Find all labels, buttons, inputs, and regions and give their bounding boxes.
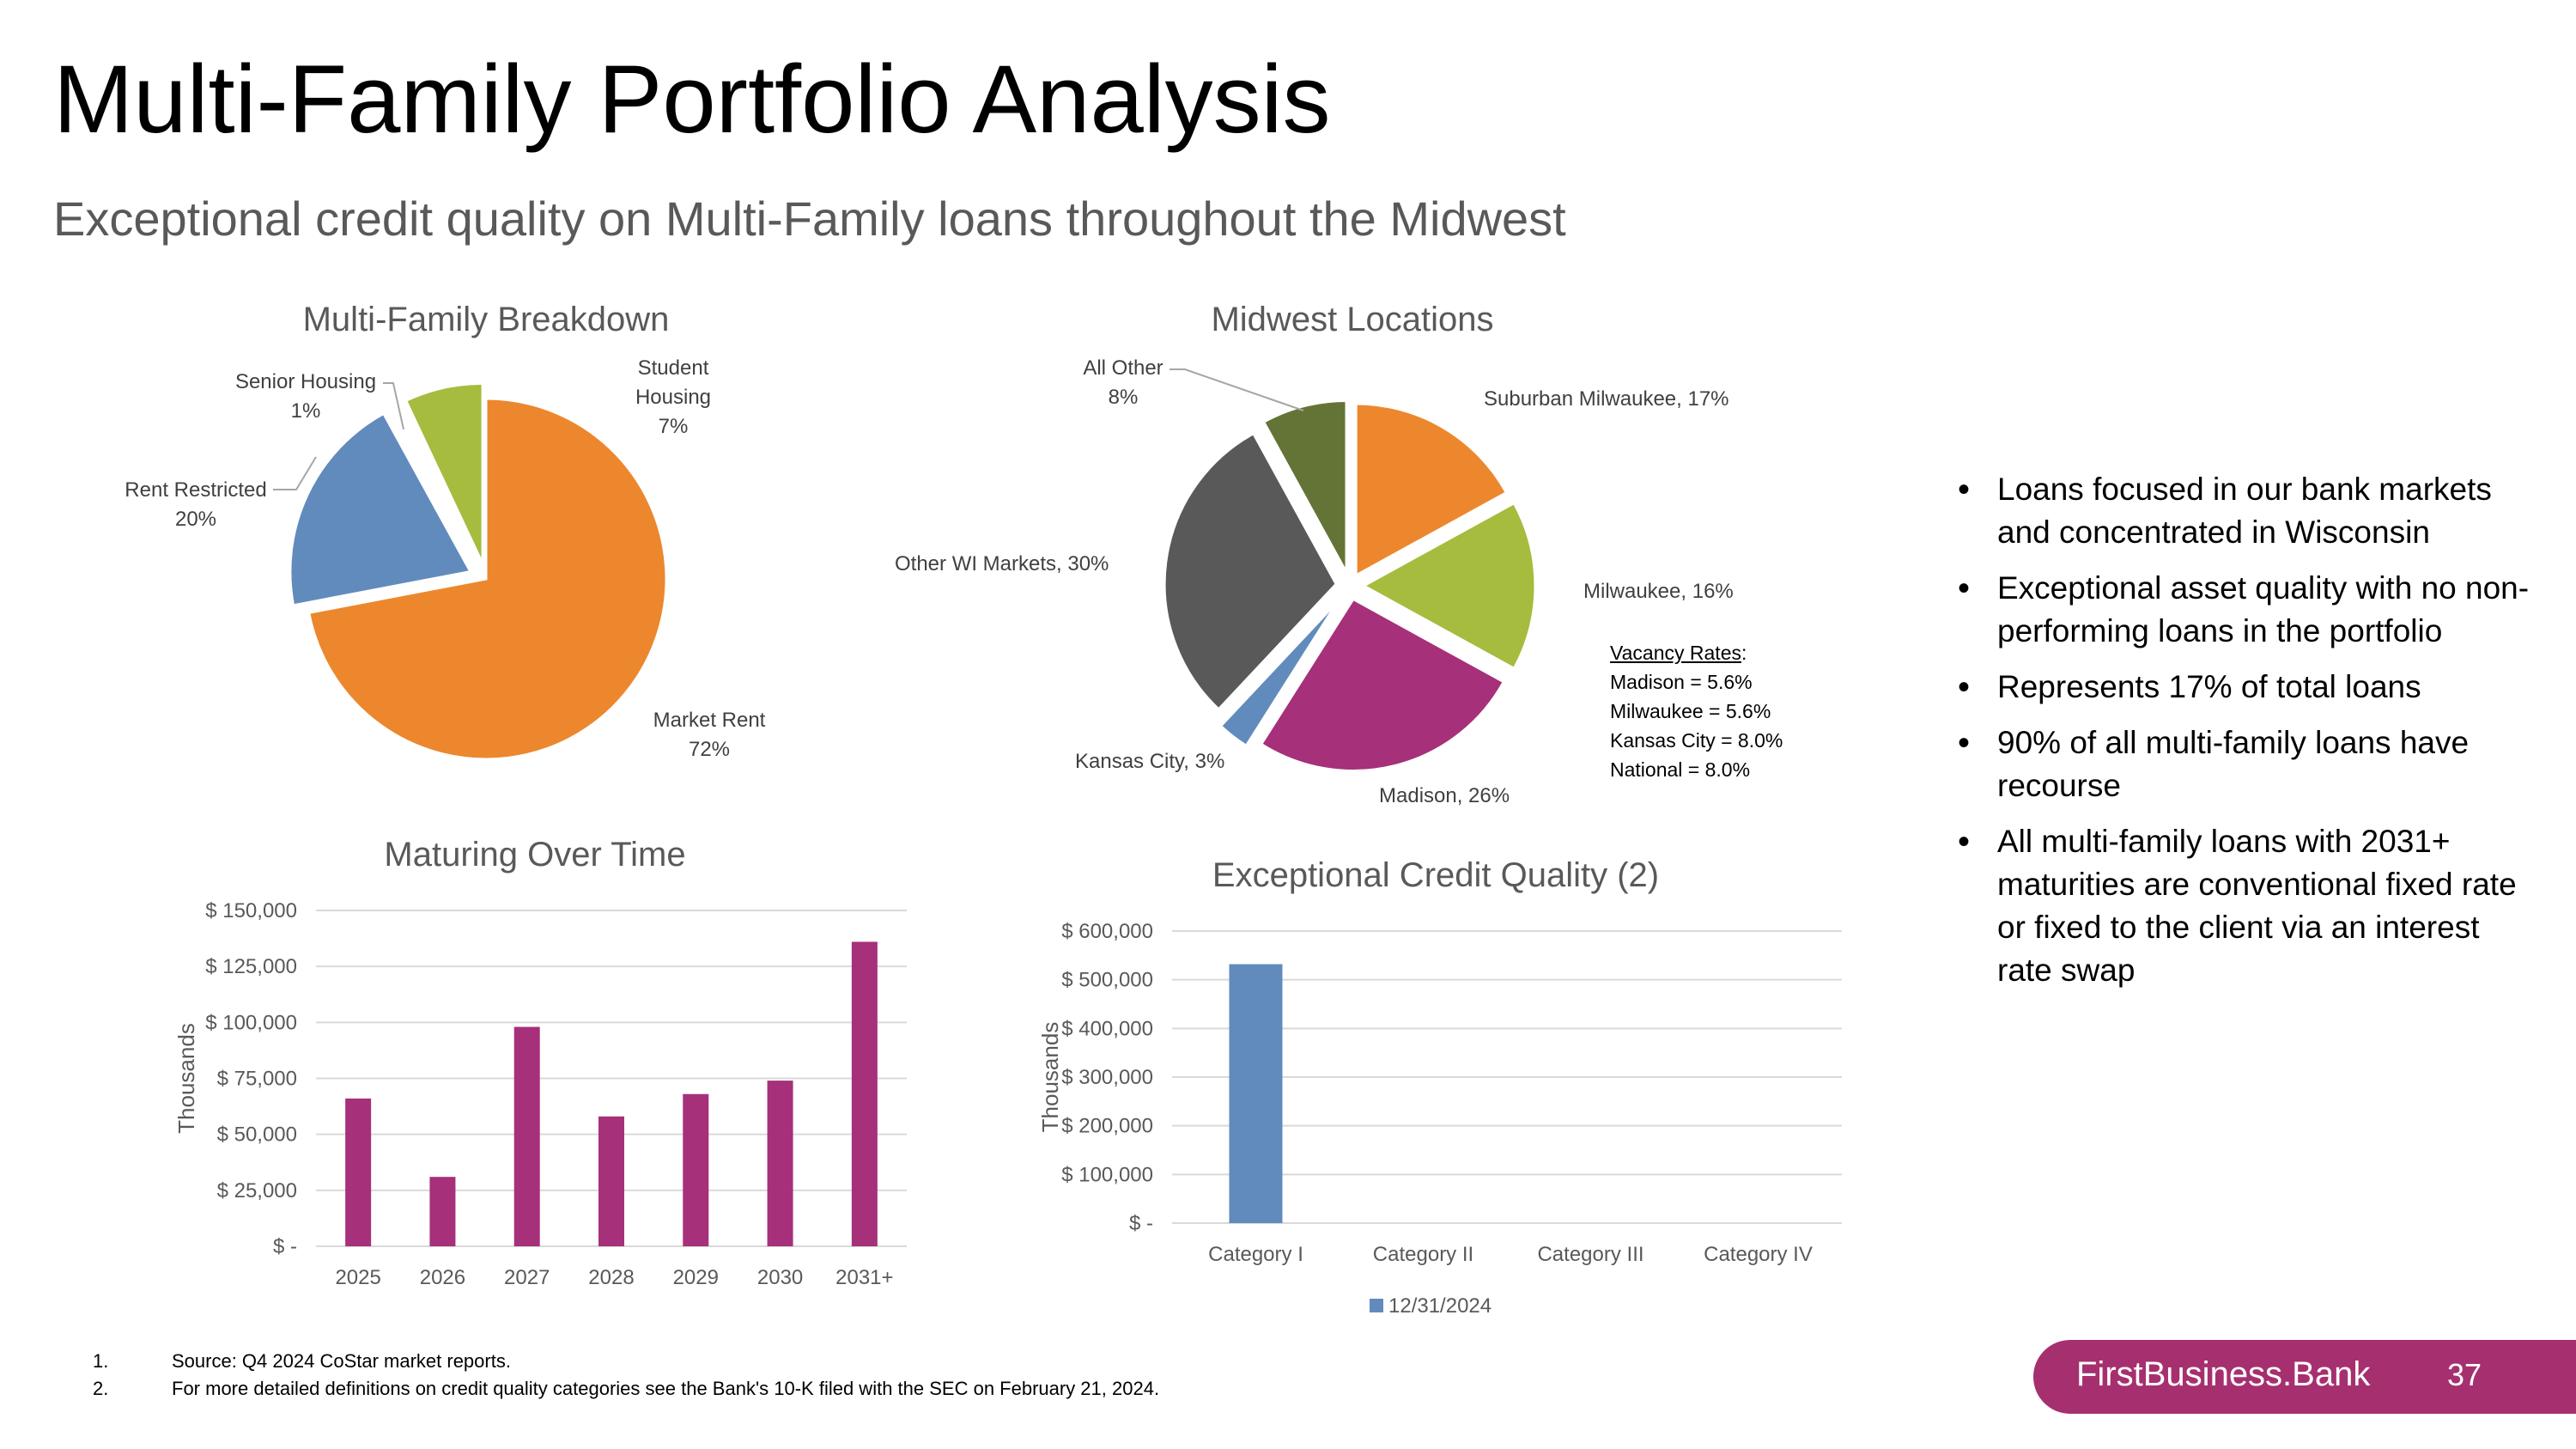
maturing-xtick-label: 2029 xyxy=(673,1266,719,1289)
maturing-ytick-label: $ 125,000 xyxy=(205,955,297,978)
maturing-ytick-label: $ 150,000 xyxy=(205,899,297,922)
maturing-ytick-label: $ 75,000 xyxy=(217,1068,297,1091)
locations-slice-2 xyxy=(1259,597,1506,772)
locations-slice-5 xyxy=(1261,399,1348,574)
vacancy-line: Kansas City = 8.0% xyxy=(1610,729,1783,752)
maturing-xtick-label: 2031+ xyxy=(835,1266,893,1289)
breakdown-leader-line xyxy=(273,456,317,490)
chart-title-credit: Exceptional Credit Quality (2) xyxy=(1212,856,1660,894)
bullet-item: 90% of all multi-family loans have recou… xyxy=(1958,721,2542,807)
maturing-xtick-label: 2030 xyxy=(757,1266,803,1289)
maturing-bar xyxy=(767,1081,793,1246)
credit-xtick-label: Category III xyxy=(1537,1243,1643,1266)
locations-leader-line xyxy=(1170,368,1304,411)
maturing-bar xyxy=(429,1177,456,1246)
bullet-item: Represents 17% of total loans xyxy=(1958,666,2542,709)
breakdown-slice-1 xyxy=(289,411,473,607)
breakdown-slice-0 xyxy=(307,397,668,761)
maturing-xtick-label: 2025 xyxy=(335,1266,380,1289)
footnote-1: 1. Source: Q4 2024 CoStar market reports. xyxy=(93,1350,511,1373)
credit-ytick-label: $ 600,000 xyxy=(1061,920,1153,943)
key-points-list: Loans focused in our bank markets and co… xyxy=(1958,468,2542,1005)
credit-xtick-label: Category I xyxy=(1208,1243,1303,1266)
chart-title-breakdown: Multi-Family Breakdown xyxy=(302,301,670,338)
credit-xtick-label: Category IV xyxy=(1704,1243,1813,1266)
locations-label-milwaukee: Milwaukee, 16% xyxy=(1583,580,1734,603)
footnote-text: For more detailed definitions on credit … xyxy=(172,1378,1160,1399)
maturing-xtick-label: 2026 xyxy=(420,1266,465,1289)
bullet-item: All multi-family loans with 2031+ maturi… xyxy=(1958,820,2542,992)
maturing-ytick-label: $ 50,000 xyxy=(217,1123,297,1147)
credit-ytick-label: $ 400,000 xyxy=(1061,1017,1153,1040)
credit-ytick-label: $ 100,000 xyxy=(1061,1163,1153,1186)
breakdown-label-senior-housing: Senior Housing 1% xyxy=(235,370,376,423)
page-title: Multi-Family Portfolio Analysis xyxy=(53,46,1331,153)
page-number: 37 xyxy=(2447,1357,2482,1392)
locations-slice-3 xyxy=(1218,600,1340,748)
bullet-item: Exceptional asset quality with no non-pe… xyxy=(1958,567,2542,653)
footnote-number: 2. xyxy=(93,1378,109,1399)
credit-xtick-label: Category II xyxy=(1373,1243,1473,1266)
maturing-ytick-label: $ - xyxy=(273,1235,297,1258)
credit-bar xyxy=(1229,964,1283,1223)
locations-label-other-wi: Other WI Markets, 30% xyxy=(895,552,1109,575)
locations-label-all-other: All Other 8% xyxy=(1083,356,1163,409)
credit-ytick-label: $ 200,000 xyxy=(1061,1115,1153,1138)
locations-label-suburban-milwaukee: Suburban Milwaukee, 17% xyxy=(1484,387,1729,411)
footnote-text: Source: Q4 2024 CoStar market reports. xyxy=(172,1350,511,1372)
footnote-2: 2. For more detailed definitions on credi… xyxy=(93,1378,1159,1400)
maturing-bar xyxy=(598,1116,624,1246)
locations-slice-1 xyxy=(1360,501,1537,671)
vacancy-line: Milwaukee = 5.6% xyxy=(1610,700,1771,722)
breakdown-slice-2 xyxy=(397,413,488,580)
maturing-bar xyxy=(683,1093,709,1246)
bullet-item: Loans focused in our bank markets and co… xyxy=(1958,468,2542,554)
credit-legend-label: 12/31/2024 xyxy=(1388,1294,1492,1318)
vacancy-line: Madison = 5.6% xyxy=(1610,671,1753,693)
maturing-xtick-label: 2027 xyxy=(504,1266,550,1289)
maturing-ytick-label: $ 100,000 xyxy=(205,1011,297,1034)
breakdown-label-rent-restricted: Rent Restricted 20% xyxy=(125,478,266,531)
locations-slice-0 xyxy=(1354,402,1509,578)
vacancy-colon: : xyxy=(1741,642,1747,664)
breakdown-label-student-housing: Student Housing 7% xyxy=(635,356,711,438)
breakdown-leader-line xyxy=(383,382,404,430)
credit-y-axis-label: Thousands xyxy=(1037,1022,1063,1133)
locations-label-kansas-city: Kansas City, 3% xyxy=(1075,750,1224,773)
credit-ytick-label: $ - xyxy=(1129,1212,1153,1235)
credit-legend-swatch xyxy=(1370,1299,1383,1312)
vacancy-heading: Vacancy Rates xyxy=(1610,642,1741,664)
maturing-xtick-label: 2028 xyxy=(588,1266,634,1289)
maturing-bar xyxy=(513,1026,540,1246)
credit-ytick-label: $ 500,000 xyxy=(1061,969,1153,992)
maturing-bar xyxy=(345,1098,372,1246)
page-subtitle: Exceptional credit quality on Multi-Fami… xyxy=(53,192,1566,246)
locations-slice-4 xyxy=(1163,431,1338,711)
chart-title-locations: Midwest Locations xyxy=(1211,301,1494,338)
maturing-y-axis-label: Thousands xyxy=(173,1023,199,1134)
maturing-bar xyxy=(851,941,878,1246)
locations-label-madison: Madison, 26% xyxy=(1379,784,1510,807)
breakdown-label-market-rent: Market Rent 72% xyxy=(653,709,766,761)
chart-title-maturing: Maturing Over Time xyxy=(384,836,686,874)
brand-banner: FirstBusiness.Bank 37 xyxy=(2033,1340,2576,1414)
credit-ytick-label: $ 300,000 xyxy=(1061,1066,1153,1089)
vacancy-rates-box: Vacancy Rates: Madison = 5.6% Milwaukee … xyxy=(1610,638,1783,784)
vacancy-line: National = 8.0% xyxy=(1610,758,1751,781)
brand-logo-text: FirstBusiness.Bank xyxy=(2076,1355,2371,1393)
breakdown-slice-3 xyxy=(404,381,484,565)
footnote-number: 1. xyxy=(93,1350,109,1372)
maturing-ytick-label: $ 25,000 xyxy=(217,1179,297,1202)
